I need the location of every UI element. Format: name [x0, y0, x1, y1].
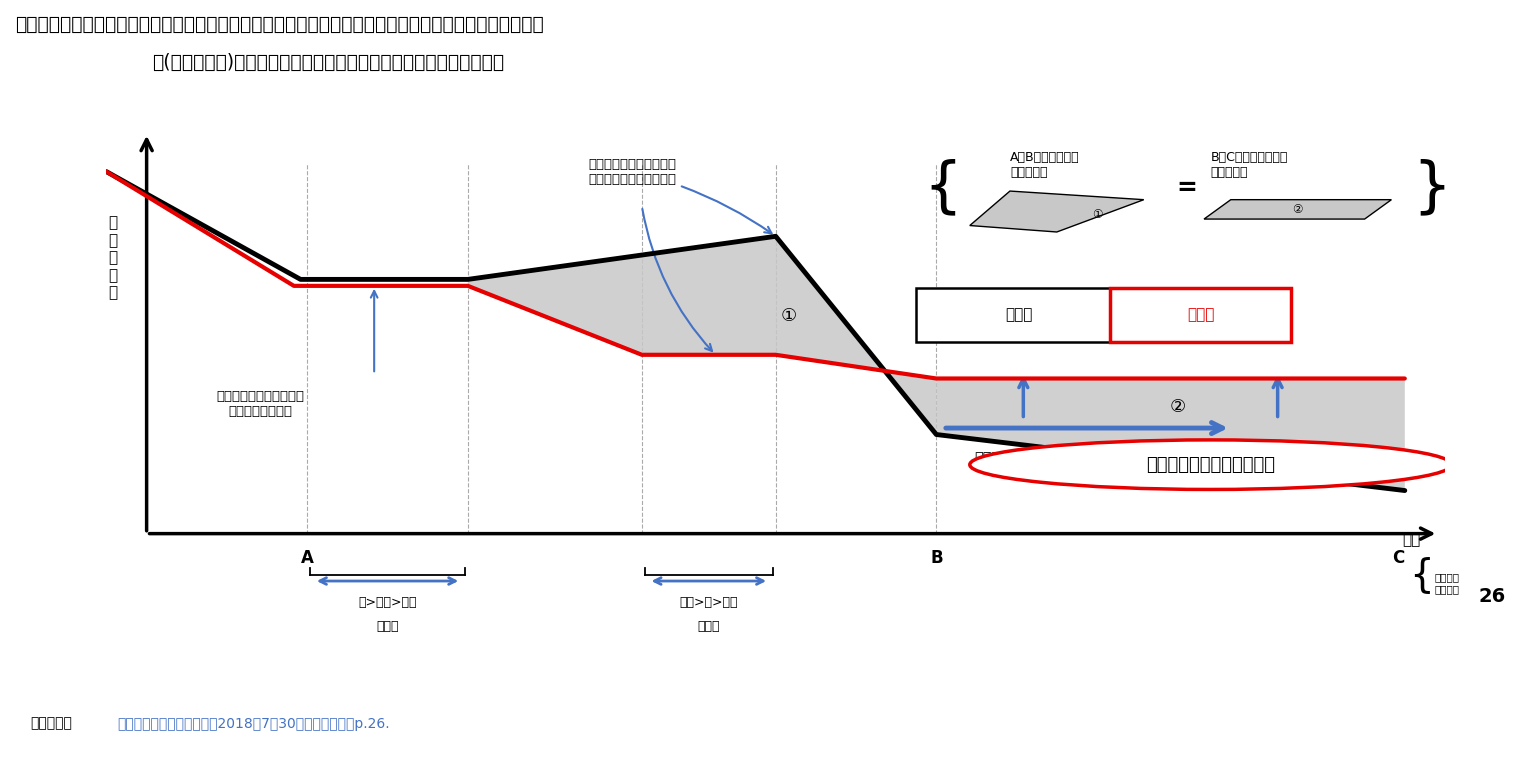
FancyBboxPatch shape — [916, 288, 1124, 342]
Ellipse shape — [970, 440, 1451, 490]
Text: 時間: 時間 — [1402, 532, 1421, 547]
Text: {: { — [1408, 556, 1434, 593]
Text: ①: ① — [1092, 208, 1103, 221]
Text: 準(所得代替率)が上昇する一方で将来の給付水準が低下するイメージ: 準(所得代替率)が上昇する一方で将来の給付水準が低下するイメージ — [152, 53, 505, 72]
FancyBboxPatch shape — [1110, 288, 1291, 342]
Text: ①: ① — [780, 307, 797, 325]
Text: 将来世代の給付水準の上昇: 将来世代の給付水準の上昇 — [1147, 456, 1275, 474]
Text: 物価>０>賃金: 物価>０>賃金 — [680, 596, 738, 609]
Text: B～Cまでの期間での
給付調整分: B～Cまでの期間での 給付調整分 — [1211, 151, 1288, 179]
Text: 図表４　本来の改定率の特例によって、年金財政の健全化に必要な調整期間が長引いたり、当面の給付水: 図表４ 本来の改定率の特例によって、年金財政の健全化に必要な調整期間が長引いたり… — [15, 15, 545, 34]
Polygon shape — [937, 378, 1405, 491]
Text: （資料）: （資料） — [30, 717, 73, 731]
Text: {: { — [923, 158, 963, 217]
Text: =: = — [1177, 176, 1197, 200]
Polygon shape — [970, 191, 1144, 232]
Text: 調整期間の短縮: 調整期間の短縮 — [973, 450, 1036, 466]
Text: 26: 26 — [1478, 587, 1506, 606]
Text: 賃金水準に合わせるため
所得代替率は維持: 賃金水準に合わせるため 所得代替率は維持 — [216, 391, 304, 419]
Text: C: C — [1392, 549, 1404, 567]
Text: 所
得
代
替
率: 所 得 代 替 率 — [108, 216, 117, 300]
Text: A: A — [301, 549, 313, 567]
Text: ②: ② — [1293, 203, 1303, 216]
Text: 年金改定率＞賃金上昇率
のため所得代替率は上昇: 年金改定率＞賃金上昇率 のため所得代替率は上昇 — [589, 157, 771, 233]
Text: B: B — [929, 549, 943, 567]
Polygon shape — [1205, 200, 1392, 219]
Text: 社会保障審議会年金部会（2018年7月30日）　資料２　p.26.: 社会保障審議会年金部会（2018年7月30日） 資料２ p.26. — [117, 717, 389, 731]
Text: ②: ② — [1170, 397, 1185, 416]
Text: 改正前: 改正前 — [1005, 307, 1033, 322]
Text: 財政均衡
期間終了: 財政均衡 期間終了 — [1434, 572, 1459, 594]
Text: }: } — [1411, 158, 1451, 217]
Text: の場合: の場合 — [376, 620, 399, 633]
Text: 改正後: 改正後 — [1188, 307, 1215, 322]
Text: ０>物価>賃金: ０>物価>賃金 — [359, 596, 417, 609]
Text: の場合: の場合 — [698, 620, 719, 633]
Text: A～Bまで期間での
給付調整分: A～Bまで期間での 給付調整分 — [1010, 151, 1080, 179]
Polygon shape — [468, 236, 937, 435]
